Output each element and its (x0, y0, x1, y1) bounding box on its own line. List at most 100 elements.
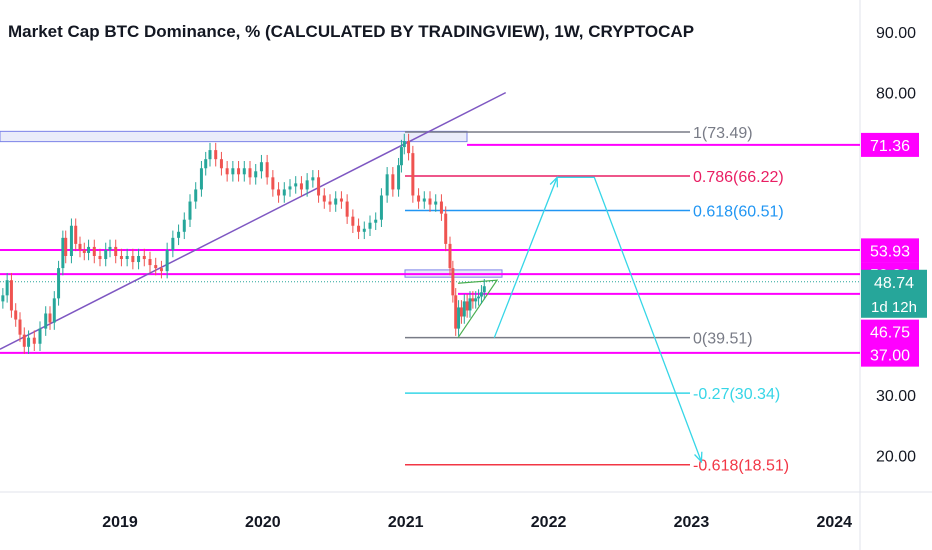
candle (78, 236, 82, 258)
candle-body (82, 249, 86, 253)
candle-body (317, 177, 321, 196)
candle (254, 164, 258, 185)
price-label-box (861, 342, 919, 367)
candle (471, 291, 475, 309)
resistance-box (0, 130, 468, 143)
candle (248, 160, 252, 185)
candle (142, 248, 146, 267)
candle (334, 191, 338, 212)
candle (177, 224, 181, 246)
candle-body (108, 246, 112, 250)
candle-body (154, 265, 158, 269)
candle-body (165, 249, 169, 272)
candle-body (391, 174, 395, 190)
candle (204, 151, 208, 176)
x-tick-label: 2022 (531, 514, 567, 531)
candle-body (98, 256, 102, 260)
candle-body (471, 298, 475, 302)
candle (374, 212, 378, 230)
candle-body (457, 307, 461, 329)
candle-body (225, 168, 229, 175)
candle (194, 182, 198, 209)
candle-body (22, 334, 26, 347)
candle (357, 218, 361, 240)
candle-body (219, 159, 223, 169)
x-tick-label: 2020 (245, 514, 281, 531)
candle (38, 321, 42, 352)
candle (74, 218, 78, 252)
candle-body (468, 298, 472, 311)
candle (231, 160, 235, 182)
candle (104, 242, 108, 267)
candle (345, 194, 349, 224)
candle-body (87, 246, 91, 253)
candle (208, 142, 212, 167)
horizontal-lines (0, 130, 860, 354)
candle-body (208, 150, 212, 160)
candle-body (48, 313, 52, 323)
candle (148, 251, 152, 273)
candle-body (182, 219, 186, 232)
candle-body (9, 280, 13, 311)
candle (277, 182, 281, 203)
candle-body (74, 225, 78, 244)
y-tick-label: 20.00 (876, 449, 916, 466)
candle-body (305, 180, 309, 190)
price-axis[interactable]: 20.00 30.00 80.00 90.00 (876, 25, 916, 466)
candle (397, 157, 401, 197)
candle-body (32, 337, 36, 344)
candle-body (417, 195, 421, 202)
candle (482, 278, 486, 300)
candle-body (188, 201, 192, 220)
candle-body (334, 198, 338, 205)
chart-title: Market Cap BTC Dominance, % (CALCULATED … (8, 22, 695, 41)
candle (188, 194, 192, 227)
price-label: 53.93 (861, 238, 919, 263)
candle-body (399, 147, 403, 166)
candle (27, 330, 31, 355)
candle (288, 179, 292, 197)
candle (465, 294, 469, 318)
candle (448, 236, 452, 276)
candle (14, 303, 18, 327)
candle-body (214, 150, 218, 160)
candle-body (477, 296, 481, 299)
candle-body (288, 186, 292, 190)
ascending-trendline (0, 91, 507, 350)
fib-label: -0.27(30.34) (693, 386, 780, 403)
candle-body (444, 213, 448, 244)
candle-body (439, 201, 443, 214)
candle (299, 176, 303, 197)
candle (237, 160, 241, 182)
candle-body (231, 168, 235, 175)
candle-body (385, 174, 389, 196)
candle (271, 170, 275, 197)
time-axis[interactable]: 2019 2020 2021 2022 2023 2024 (102, 514, 852, 531)
candle (22, 327, 26, 355)
candle (407, 133, 411, 161)
candle-body (328, 201, 332, 205)
candle (434, 194, 438, 212)
candle (402, 133, 406, 155)
candle-body (299, 183, 303, 190)
x-tick-label: 2023 (674, 514, 710, 531)
candle (242, 160, 246, 182)
candle-body (345, 201, 349, 217)
candle (108, 239, 112, 258)
candle-body (339, 198, 343, 202)
candle-body (64, 237, 68, 256)
candle (125, 248, 129, 267)
candle-body (271, 177, 275, 190)
price-label: 71.36 (861, 132, 919, 157)
candle (311, 170, 315, 188)
candle (428, 191, 432, 212)
projection-path (493, 176, 703, 462)
x-tick-label: 2024 (816, 514, 852, 531)
candle-body (407, 141, 411, 154)
last-price-box (861, 269, 927, 318)
candle-body (379, 195, 383, 220)
candle-body (259, 162, 263, 172)
fib-label: 0.786(66.22) (693, 169, 784, 186)
candle-body (428, 198, 432, 205)
